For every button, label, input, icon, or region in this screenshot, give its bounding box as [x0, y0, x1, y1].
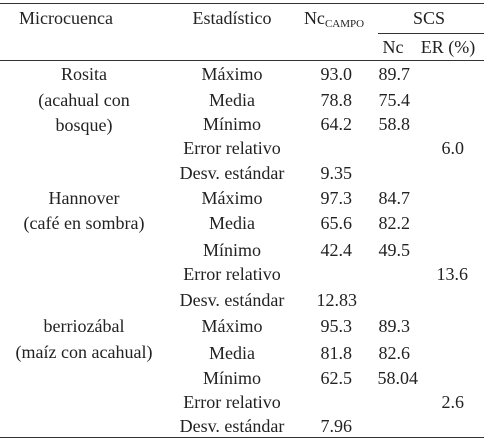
- stat-cell: Media: [209, 213, 255, 233]
- header-estadistico: Estadístico: [192, 8, 272, 28]
- nc-campo-cell: 7.96: [320, 416, 353, 436]
- stat-cell: Media: [209, 90, 255, 110]
- nc-campo-cell: 93.0: [320, 64, 353, 84]
- header-bottom-rule: [0, 60, 484, 61]
- nc-cell: 58.8: [378, 114, 411, 134]
- stat-cell: Error relativo: [183, 392, 281, 412]
- group-name-line: berriozábal: [43, 316, 125, 336]
- header-scs: SCS: [412, 8, 446, 28]
- header-nc: Nc: [382, 37, 404, 57]
- group-name-line: Rosita: [60, 64, 108, 84]
- stat-cell: Mínimo: [202, 368, 262, 388]
- stat-cell: Desv. estándar: [179, 290, 285, 310]
- stat-cell: Desv. estándar: [179, 163, 285, 183]
- nc-cell: 82.2: [378, 213, 411, 233]
- nc-campo-cell: 97.3: [320, 188, 353, 208]
- stat-cell: Error relativo: [183, 138, 281, 158]
- stat-cell: Máximo: [201, 316, 263, 336]
- er-cell: 13.6: [436, 264, 469, 284]
- nc-campo-cell: 62.5: [320, 368, 353, 388]
- nc-campo-cell: 95.3: [320, 316, 353, 336]
- er-cell: 2.6: [441, 392, 465, 412]
- table-top-rule: [0, 3, 484, 4]
- er-cell: 6.0: [441, 138, 465, 158]
- nc-cell: 82.6: [378, 343, 411, 363]
- nc-campo-cell: 64.2: [320, 114, 353, 134]
- nc-cell: 89.3: [378, 316, 411, 336]
- header-nc-campo-main: Nc: [303, 8, 325, 28]
- nc-cell: 75.4: [378, 90, 411, 110]
- group-name-line: bosque): [55, 115, 113, 135]
- header-nc-campo: NcCAMPO: [304, 8, 364, 34]
- table-bottom-rule: [0, 437, 484, 438]
- nc-campo-cell: 81.8: [320, 343, 353, 363]
- nc-campo-cell: 78.8: [320, 90, 353, 110]
- scs-subheader-rule: [378, 33, 484, 34]
- nc-cell: 49.5: [378, 240, 411, 260]
- stat-cell: Máximo: [201, 64, 263, 84]
- nc-cell: 58.04: [377, 368, 419, 388]
- group-name-line: Hannover: [48, 188, 120, 208]
- nc-campo-cell: 9.35: [320, 163, 353, 183]
- stat-cell: Mínimo: [202, 240, 262, 260]
- header-microcuenca: Microcuenca: [19, 8, 113, 28]
- group-name-line: (acahual con: [38, 90, 130, 110]
- nc-campo-cell: 12.83: [316, 290, 358, 310]
- nc-cell: 84.7: [378, 188, 411, 208]
- nc-cell: 89.7: [378, 64, 411, 84]
- header-nc-campo-sub: CAMPO: [324, 18, 365, 30]
- nc-campo-cell: 42.4: [320, 240, 353, 260]
- group-name-line: (maíz con acahual): [15, 342, 153, 362]
- stat-cell: Desv. estándar: [179, 416, 285, 436]
- stat-cell: Error relativo: [183, 264, 281, 284]
- nc-campo-cell: 65.6: [320, 213, 353, 233]
- group-name-line: (café en sombra): [23, 213, 145, 233]
- stat-cell: Media: [209, 343, 255, 363]
- stat-cell: Máximo: [201, 188, 263, 208]
- header-er: ER (%): [420, 37, 476, 57]
- stat-cell: Mínimo: [202, 114, 262, 134]
